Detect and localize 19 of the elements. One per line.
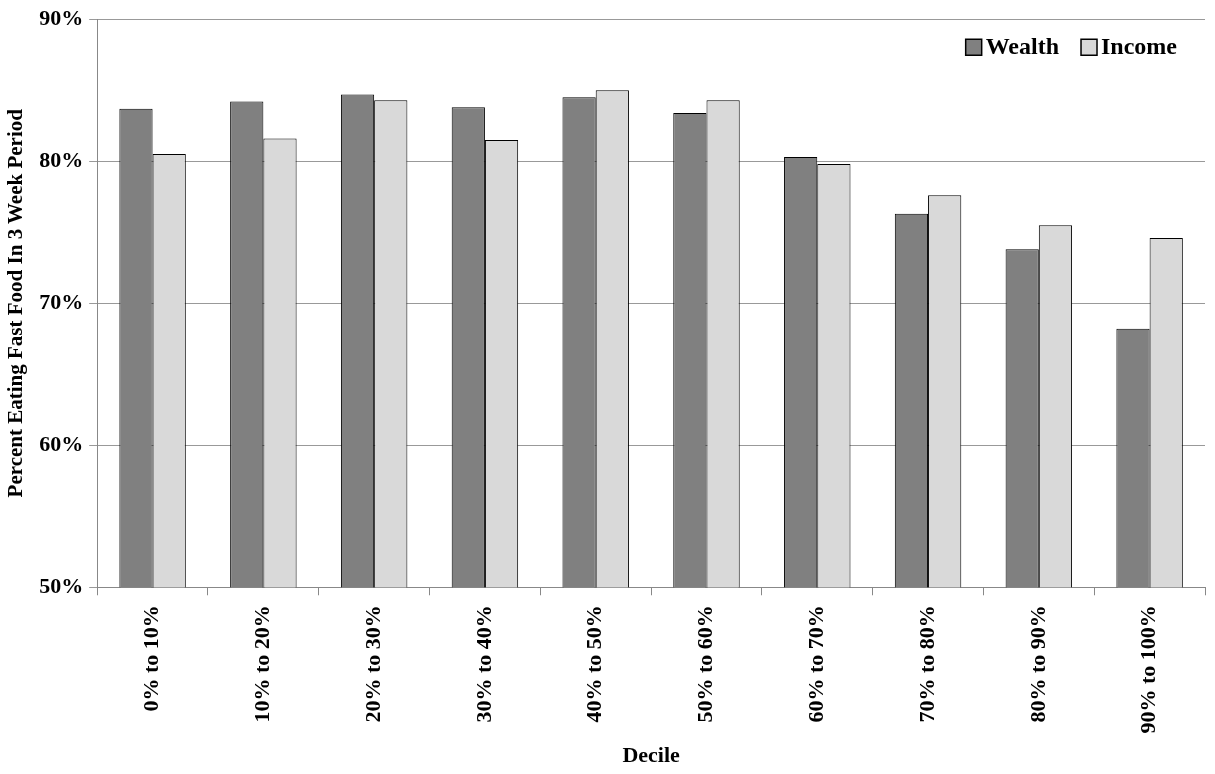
x-tick-label: 70% to 80% xyxy=(913,605,939,723)
y-tick-label: 60% xyxy=(39,430,84,456)
x-tick-label: 20% to 30% xyxy=(359,605,385,723)
y-tick-label: 80% xyxy=(39,146,84,172)
y-tick-label: 70% xyxy=(39,288,84,314)
x-tick-label: 50% to 60% xyxy=(692,605,718,723)
y-axis-title: Percent Eating Fast Food In 3 Week Period xyxy=(3,108,28,498)
y-tick-label: 50% xyxy=(39,572,84,598)
legend-label: Income xyxy=(1101,33,1178,60)
x-tick-label: 80% to 90% xyxy=(1024,605,1050,723)
x-tick-label: 40% to 50% xyxy=(581,605,607,723)
x-tick-label: 60% to 70% xyxy=(802,605,828,723)
x-tick-label: 30% to 40% xyxy=(470,605,496,723)
x-tick-label: 10% to 20% xyxy=(249,605,275,723)
x-tick-label: 90% to 100% xyxy=(1135,605,1161,734)
legend-label: Wealth xyxy=(985,33,1060,60)
y-tick-label: 90% xyxy=(39,4,84,30)
x-tick-label: 0% to 10% xyxy=(138,605,164,712)
x-axis-title: Decile xyxy=(622,742,681,768)
